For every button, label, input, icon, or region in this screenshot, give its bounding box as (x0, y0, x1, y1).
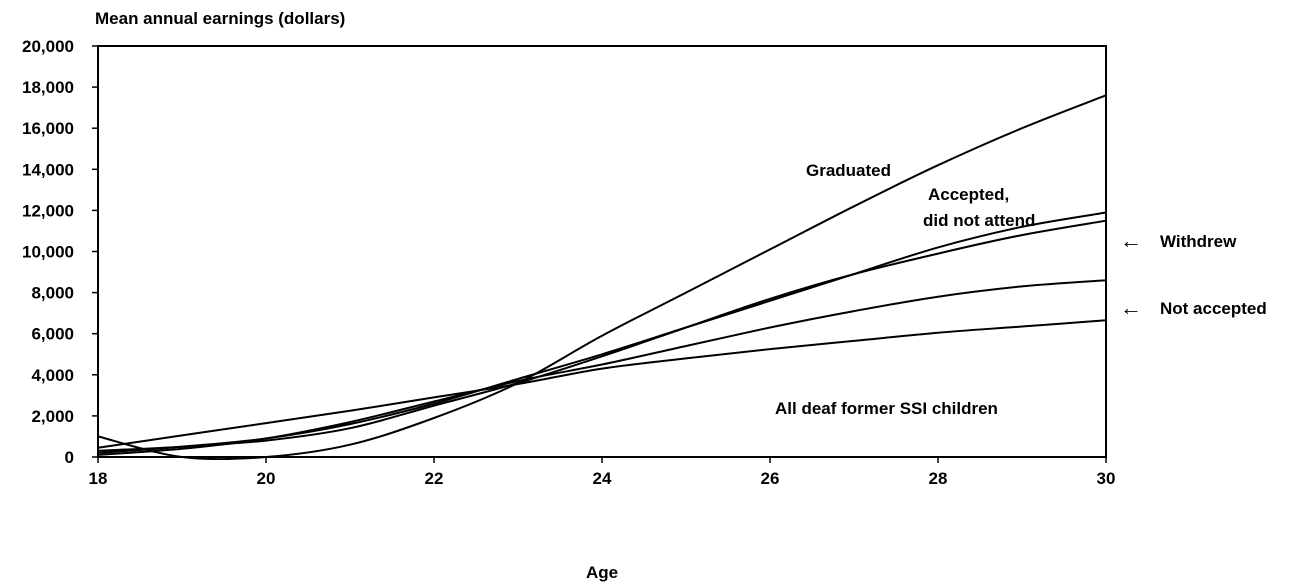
y-axis-title: Mean annual earnings (dollars) (95, 9, 345, 28)
series-line-not-accepted (98, 280, 1106, 455)
series-lines (98, 95, 1106, 459)
y-tick-label: 10,000 (22, 243, 74, 262)
y-axis: 0 2,000 4,000 6,000 8,000 10,000 12,000 14,000 1… (22, 37, 98, 467)
annotation-accepted-line1: Accepted, (928, 185, 1009, 204)
plot-frame (97, 45, 1107, 458)
y-tick-label: 0 (65, 448, 74, 467)
x-tick-label: 20 (257, 469, 276, 488)
y-tick-label: 4,000 (31, 366, 74, 385)
x-tick-label: 28 (929, 469, 948, 488)
x-tick-label: 22 (425, 469, 444, 488)
series-line-graduated (98, 95, 1106, 459)
arrow-withdrew-icon: ← (1120, 228, 1142, 253)
series-line-all-deaf-former-ssi-children (98, 320, 1106, 448)
x-tick-label: 18 (89, 469, 108, 488)
x-axis-title: Age (586, 563, 618, 582)
y-tick-label: 2,000 (31, 407, 74, 426)
annotation-graduated: Graduated (806, 161, 891, 180)
x-tick-label: 30 (1097, 469, 1116, 488)
arrow-not-accepted-icon: ← (1120, 295, 1142, 320)
series-line-withdrew (98, 221, 1106, 451)
annotation-withdrew: Withdrew (1160, 232, 1237, 251)
x-axis: 18 20 22 24 26 28 30 (89, 457, 1116, 488)
annotation-all-deaf: All deaf former SSI children (775, 399, 998, 418)
y-tick-label: 16,000 (22, 119, 74, 138)
y-tick-label: 12,000 (22, 201, 74, 220)
y-tick-label: 20,000 (22, 37, 74, 56)
y-tick-label: 18,000 (22, 78, 74, 97)
x-tick-label: 26 (761, 469, 780, 488)
x-tick-label: 24 (593, 469, 612, 488)
annotation-accepted-line2: did not attend (923, 211, 1035, 230)
y-tick-label: 14,000 (22, 160, 74, 179)
y-tick-label: 6,000 (31, 325, 74, 344)
annotation-not-accepted: Not accepted (1160, 299, 1267, 318)
y-tick-label: 8,000 (31, 284, 74, 303)
